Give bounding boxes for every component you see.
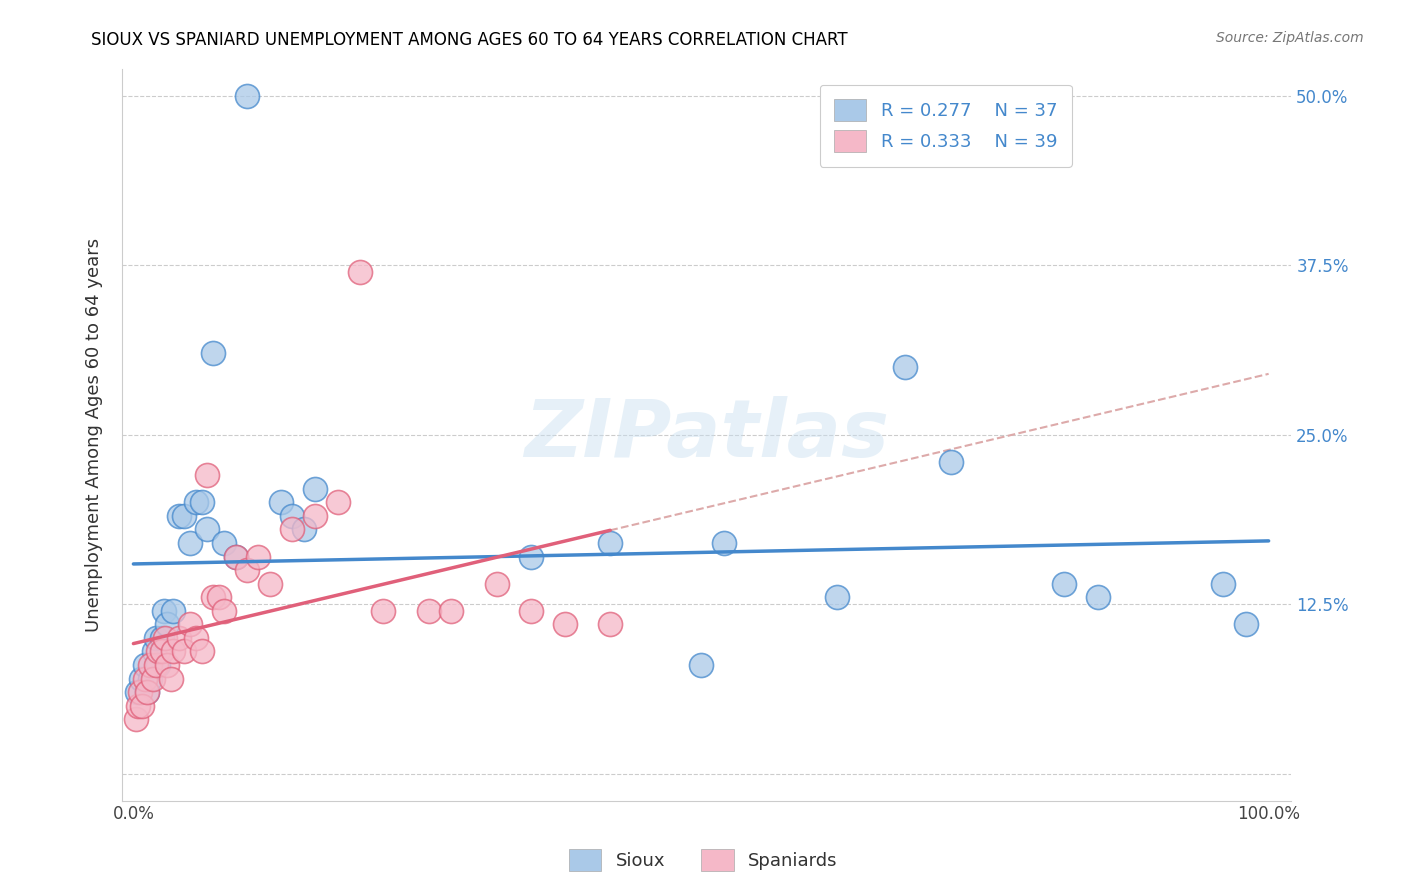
Point xyxy=(139,672,162,686)
Point xyxy=(599,617,621,632)
Point xyxy=(418,604,440,618)
Point xyxy=(281,523,304,537)
Point xyxy=(259,576,281,591)
Point xyxy=(304,508,326,523)
Point xyxy=(236,88,259,103)
Point xyxy=(190,495,212,509)
Point xyxy=(825,591,848,605)
Point xyxy=(554,617,576,632)
Point xyxy=(304,482,326,496)
Text: ZIPatlas: ZIPatlas xyxy=(524,395,889,474)
Point xyxy=(270,495,292,509)
Point xyxy=(201,591,224,605)
Point xyxy=(236,563,259,577)
Point xyxy=(145,631,167,645)
Point xyxy=(713,536,735,550)
Point xyxy=(519,549,541,564)
Point xyxy=(162,604,184,618)
Point xyxy=(145,658,167,673)
Point xyxy=(225,549,247,564)
Point xyxy=(167,631,190,645)
Point xyxy=(127,698,149,713)
Point xyxy=(519,604,541,618)
Y-axis label: Unemployment Among Ages 60 to 64 years: Unemployment Among Ages 60 to 64 years xyxy=(86,237,103,632)
Point xyxy=(1087,591,1109,605)
Point xyxy=(129,685,152,699)
Point xyxy=(894,359,917,374)
Point xyxy=(124,712,146,726)
Point xyxy=(326,495,349,509)
Point xyxy=(136,685,159,699)
Point xyxy=(173,508,195,523)
Point xyxy=(599,536,621,550)
Point xyxy=(292,523,315,537)
Point xyxy=(153,631,176,645)
Text: Source: ZipAtlas.com: Source: ZipAtlas.com xyxy=(1216,31,1364,45)
Point xyxy=(125,685,148,699)
Point xyxy=(150,631,173,645)
Point xyxy=(156,658,179,673)
Point xyxy=(160,672,183,686)
Point xyxy=(134,658,156,673)
Point xyxy=(212,604,235,618)
Point xyxy=(162,644,184,658)
Point xyxy=(148,644,170,658)
Point xyxy=(1053,576,1076,591)
Point xyxy=(142,644,165,658)
Point xyxy=(134,672,156,686)
Point xyxy=(225,549,247,564)
Point xyxy=(142,672,165,686)
Point xyxy=(349,265,371,279)
Point xyxy=(153,604,176,618)
Point xyxy=(131,698,153,713)
Point xyxy=(179,536,201,550)
Point xyxy=(939,455,962,469)
Point xyxy=(190,644,212,658)
Point xyxy=(201,346,224,360)
Point xyxy=(207,591,229,605)
Text: SIOUX VS SPANIARD UNEMPLOYMENT AMONG AGES 60 TO 64 YEARS CORRELATION CHART: SIOUX VS SPANIARD UNEMPLOYMENT AMONG AGE… xyxy=(91,31,848,49)
Point xyxy=(184,495,207,509)
Point xyxy=(179,617,201,632)
Point xyxy=(485,576,508,591)
Legend: R = 0.277    N = 37, R = 0.333    N = 39: R = 0.277 N = 37, R = 0.333 N = 39 xyxy=(820,85,1071,167)
Legend: Sioux, Spaniards: Sioux, Spaniards xyxy=(561,842,845,879)
Point xyxy=(1234,617,1257,632)
Point xyxy=(247,549,270,564)
Point xyxy=(167,508,190,523)
Point xyxy=(184,631,207,645)
Point xyxy=(440,604,463,618)
Point xyxy=(173,644,195,658)
Point xyxy=(136,685,159,699)
Point xyxy=(212,536,235,550)
Point xyxy=(156,617,179,632)
Point xyxy=(373,604,395,618)
Point xyxy=(139,658,162,673)
Point xyxy=(1212,576,1234,591)
Point xyxy=(690,658,713,673)
Point xyxy=(150,644,173,658)
Point xyxy=(148,658,170,673)
Point xyxy=(195,468,218,483)
Point xyxy=(195,523,218,537)
Point xyxy=(131,672,153,686)
Point xyxy=(281,508,304,523)
